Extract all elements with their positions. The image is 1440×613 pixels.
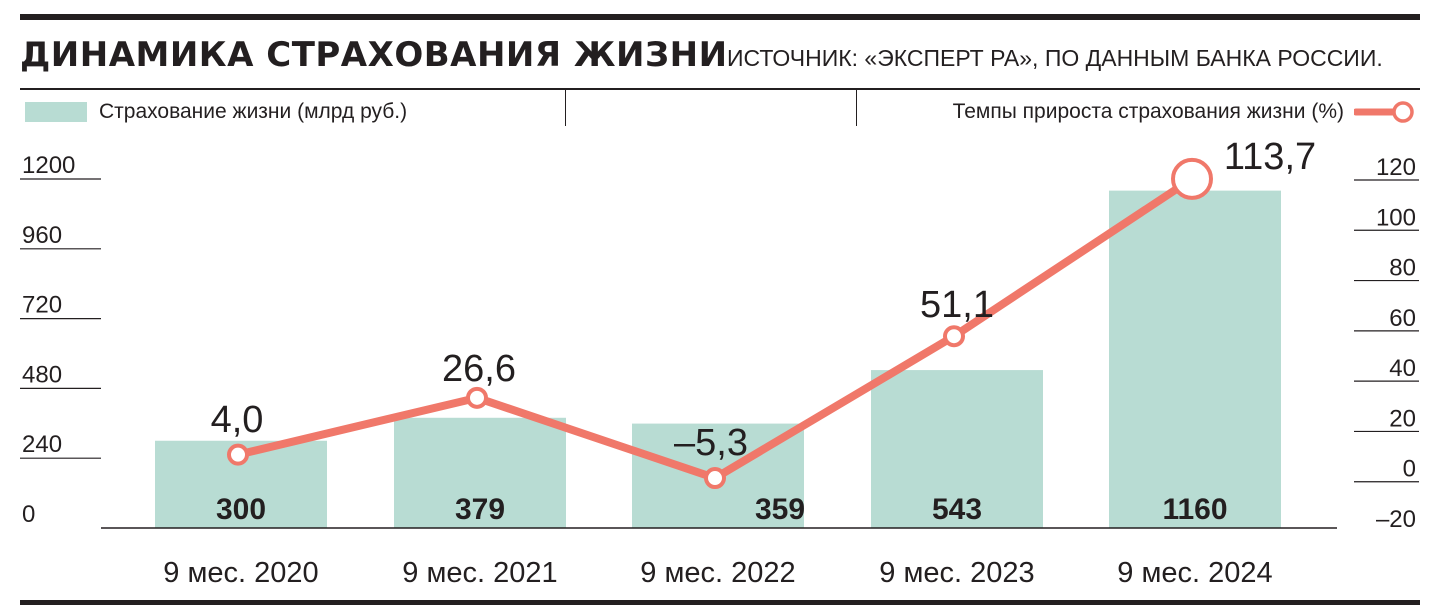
- category-label: 9 мес. 2024: [1117, 557, 1272, 589]
- right-tick-label: 80: [1389, 255, 1416, 282]
- right-tick-label: 0: [1403, 456, 1416, 483]
- bar-value-label: 1160: [1162, 493, 1227, 526]
- legend-line-label: Темпы прироста страхования жизни (%): [952, 100, 1344, 123]
- line-value-label: 26,6: [442, 348, 516, 390]
- bar: [871, 370, 1043, 528]
- category-label: 9 мес. 2022: [640, 557, 795, 589]
- right-tick-label: –20: [1376, 506, 1416, 533]
- legend-divider: [20, 88, 1420, 90]
- chart-title: ДИНАМИКА СТРАХОВАНИЯ ЖИЗНИ: [20, 35, 728, 75]
- bar-value-label: 300: [216, 493, 266, 526]
- right-tick-label: 20: [1389, 405, 1416, 432]
- category-label: 9 мес. 2023: [879, 557, 1034, 589]
- right-tick-label: 100: [1376, 204, 1416, 231]
- legend-bar-swatch: [25, 102, 87, 122]
- left-tick-label: 480: [22, 361, 62, 388]
- category-label: 9 мес. 2021: [402, 557, 557, 589]
- bar: [1109, 190, 1281, 528]
- chart-source: ИСТОЧНИК: «ЭКСПЕРТ РА», ПО ДАННЫМ БАНКА …: [727, 45, 1383, 71]
- line-value-label: 113,7: [1224, 136, 1316, 178]
- line-point: [1171, 157, 1213, 200]
- bar-value-label: 379: [455, 493, 505, 526]
- right-tick-label: 120: [1376, 154, 1416, 181]
- bar-value-label: 359: [755, 493, 805, 526]
- category-label: 9 мес. 2020: [163, 557, 318, 589]
- legend-bars: Страхование жизни (млрд руб.): [25, 100, 407, 124]
- line-point: [227, 443, 249, 466]
- legend-separator: [565, 90, 566, 126]
- bottom-rule: [20, 600, 1420, 605]
- left-tick-label: 1200: [22, 152, 75, 179]
- left-tick-label: 0: [22, 501, 35, 528]
- left-tick-label: 240: [22, 431, 62, 458]
- line-value-label: 51,1: [920, 284, 994, 326]
- legend-separator: [856, 90, 857, 126]
- top-rule: [20, 14, 1420, 20]
- left-tick-label: 960: [22, 222, 62, 249]
- line-value-label: –5,3: [674, 422, 748, 464]
- right-tick-label: 40: [1389, 355, 1416, 382]
- line-point: [704, 467, 726, 490]
- legend-line-swatch: [1354, 101, 1414, 123]
- line-value-label: 4,0: [211, 399, 264, 441]
- bar-value-label: 543: [932, 493, 982, 526]
- line-point: [943, 325, 965, 348]
- bar: [394, 417, 566, 528]
- legend-line: Темпы прироста страхования жизни (%): [953, 100, 1416, 124]
- legend-bar-label: Страхование жизни (млрд руб.): [99, 100, 408, 123]
- left-tick-label: 720: [22, 292, 62, 319]
- right-tick-label: 60: [1389, 305, 1416, 332]
- line-point: [466, 386, 488, 409]
